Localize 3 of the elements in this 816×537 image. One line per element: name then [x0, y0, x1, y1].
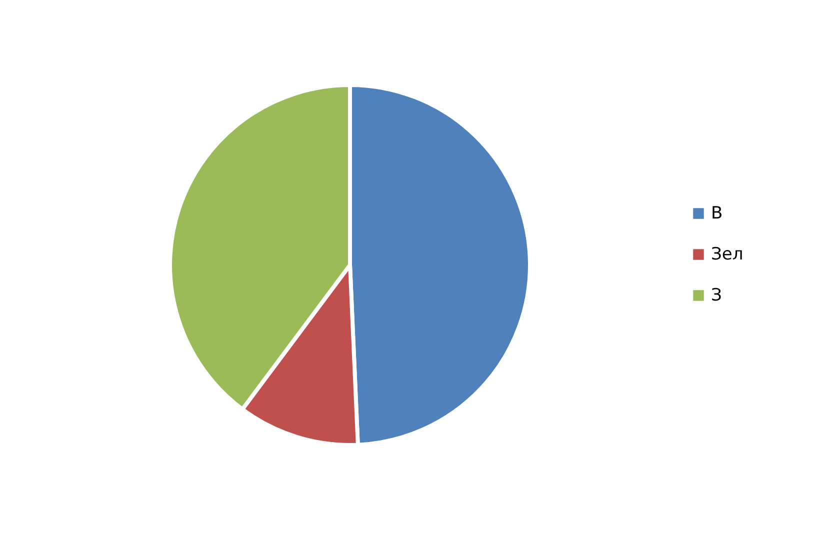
legend-label: Зел	[711, 244, 744, 264]
legend-label: В	[711, 204, 723, 224]
legend-label: З	[711, 286, 722, 306]
